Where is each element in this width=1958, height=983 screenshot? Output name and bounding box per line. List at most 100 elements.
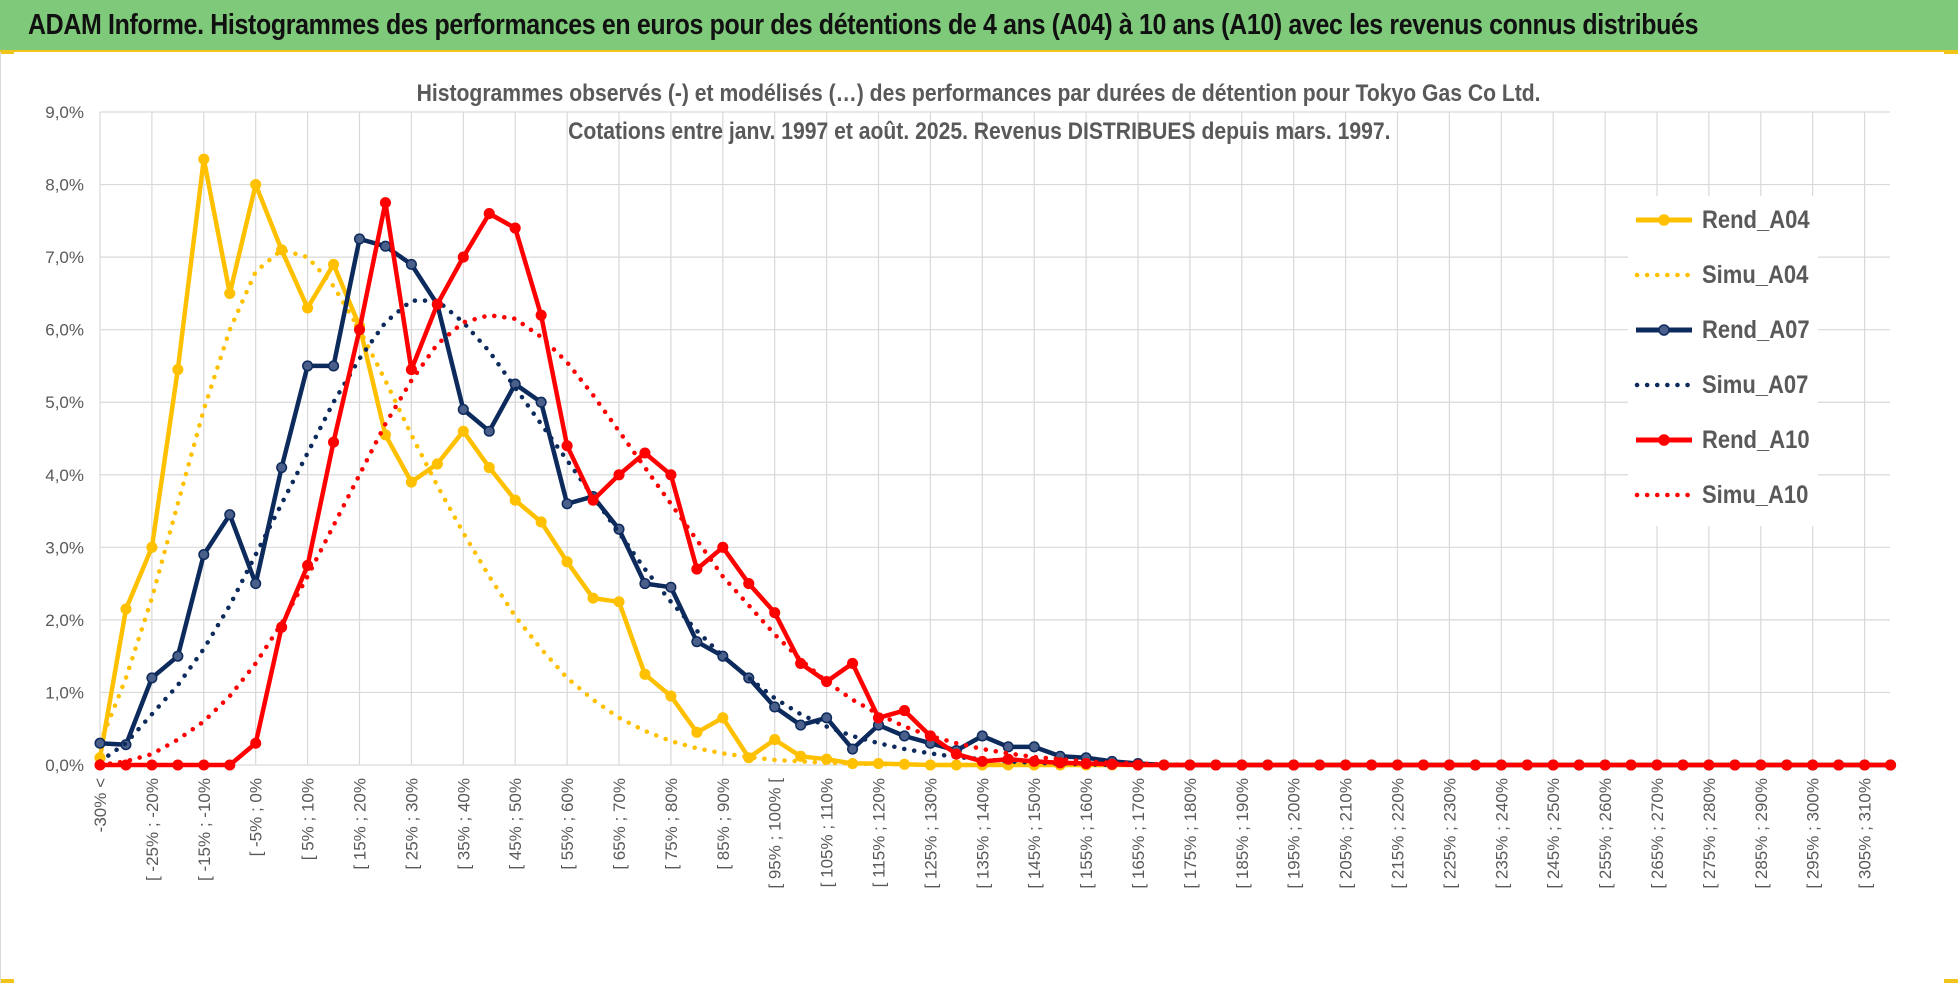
data-point-rend_a10 — [1625, 759, 1637, 771]
x-tick-label: [ 265% ; 270% — [1648, 778, 1667, 889]
legend-label: Rend_A10 — [1702, 426, 1810, 454]
data-point-rend_a10 — [665, 469, 677, 481]
data-point-rend_a04 — [250, 179, 262, 191]
legend-swatch — [1636, 434, 1692, 446]
data-point-rend_a10 — [1781, 759, 1793, 771]
data-point-rend_a04 — [587, 592, 599, 604]
data-point-rend_a10 — [1236, 759, 1248, 771]
series-line-rend_a10 — [100, 200, 1891, 768]
data-point-rend_a10 — [898, 705, 911, 717]
y-tick-label: 4,0% — [45, 466, 84, 485]
data-point-rend_a07 — [976, 730, 988, 742]
data-point-rend_a10 — [847, 657, 859, 669]
x-tick-label: [ -5% ; 0% — [247, 778, 266, 856]
report-banner: ADAM Informe. Histogrammes des performan… — [0, 0, 1958, 52]
y-tick-label: 6,0% — [45, 321, 84, 340]
x-tick-label: [ 245% ; 250% — [1544, 778, 1563, 889]
legend-swatch — [1634, 382, 1694, 388]
chart-panel — [0, 52, 1958, 983]
data-point-rend_a04 — [691, 726, 703, 738]
data-point-rend_a07 — [250, 578, 262, 590]
data-point-rend_a10 — [1469, 759, 1481, 771]
data-point-rend_a04 — [535, 516, 547, 528]
series-line-rend_a04 — [97, 156, 1891, 768]
data-point-rend_a10 — [1443, 759, 1455, 771]
data-point-rend_a04 — [224, 287, 236, 299]
data-point-rend_a07 — [457, 403, 469, 416]
legend-item-simu_a04: Simu_A04 — [1634, 261, 1824, 291]
data-point-rend_a10 — [1859, 759, 1871, 771]
x-tick-label: [ 95% ; 100% [ — [766, 778, 785, 889]
data-point-rend_a04 — [328, 258, 340, 270]
data-point-rend_a10 — [587, 494, 599, 506]
data-point-rend_a10 — [535, 309, 547, 321]
data-point-rend_a04 — [457, 425, 469, 437]
data-point-rend_a04 — [302, 302, 314, 314]
x-tick-label: [ 255% ; 260% — [1596, 778, 1615, 889]
data-point-rend_a04 — [509, 494, 521, 506]
chart-title-line2: Cotations entre janv. 1997 et août. 2025… — [567, 118, 1391, 145]
data-point-rend_a10 — [483, 208, 495, 220]
legend-item-rend_a07: Rend_A07 — [1634, 316, 1824, 346]
legend-swatch — [1634, 492, 1694, 498]
data-point-rend_a10 — [1054, 757, 1066, 769]
x-tick-label: [ 295% ; 300% — [1804, 778, 1823, 889]
series-line-rend_a07 — [99, 236, 1891, 768]
data-point-rend_a10 — [1314, 759, 1326, 771]
data-point-rend_a10 — [1573, 759, 1585, 771]
data-point-rend_a10 — [1210, 759, 1222, 771]
data-point-rend_a07 — [847, 743, 859, 755]
series-line-simu_a10 — [97, 312, 1193, 768]
data-point-rend_a10 — [172, 759, 184, 771]
x-tick-label: [ 75% ; 80% — [662, 778, 681, 870]
y-tick-label: 7,0% — [45, 248, 84, 267]
corner-mark-tl — [0, 50, 14, 54]
data-point-rend_a10 — [1885, 759, 1897, 771]
data-point-rend_a10 — [1729, 759, 1741, 771]
y-tick-label: 3,0% — [45, 538, 84, 557]
x-tick-label: [ 215% ; 220% — [1389, 778, 1408, 889]
data-point-rend_a07 — [328, 360, 340, 372]
data-point-rend_a10 — [1677, 759, 1689, 771]
data-point-rend_a07 — [224, 509, 236, 521]
data-point-rend_a07 — [483, 425, 495, 437]
data-point-rend_a07 — [665, 581, 677, 593]
data-point-rend_a07 — [898, 730, 911, 742]
data-point-rend_a04 — [769, 734, 781, 746]
data-point-rend_a04 — [172, 364, 184, 376]
data-point-rend_a07 — [172, 650, 184, 662]
data-point-rend_a04 — [483, 461, 495, 474]
legend-swatch — [1636, 324, 1692, 336]
x-tick-label: [ 275% ; 280% — [1700, 778, 1719, 889]
legend-label: Simu_A10 — [1702, 481, 1809, 509]
data-point-rend_a10 — [639, 447, 651, 459]
data-point-rend_a04 — [665, 690, 677, 702]
data-point-rend_a07 — [276, 461, 288, 474]
x-tick-label: [ 25% ; 30% — [402, 778, 421, 870]
x-tick-label: [ -15% ; -10% — [195, 778, 214, 881]
data-point-rend_a04 — [198, 153, 210, 165]
data-point-rend_a04 — [717, 712, 729, 724]
data-point-rend_a07 — [561, 498, 573, 510]
data-point-rend_a10 — [1833, 759, 1845, 771]
data-point-rend_a04 — [431, 458, 443, 470]
data-point-rend_a10 — [509, 222, 521, 234]
data-point-rend_a07 — [535, 396, 547, 408]
x-tick-label: [ 55% ; 60% — [558, 778, 577, 870]
x-tick-label: [ 85% ; 90% — [714, 778, 733, 870]
corner-mark-bl — [0, 979, 14, 983]
data-point-rend_a07 — [769, 701, 781, 713]
data-point-rend_a10 — [976, 755, 988, 767]
data-point-rend_a10 — [769, 607, 781, 619]
y-tick-label: 0,0% — [45, 756, 84, 775]
data-point-rend_a04 — [613, 596, 625, 608]
data-point-rend_a10 — [950, 748, 962, 760]
data-point-rend_a10 — [691, 563, 703, 575]
legend-label: Simu_A07 — [1702, 371, 1809, 399]
x-tick-label: [ 45% ; 50% — [506, 778, 525, 870]
data-point-rend_a07 — [691, 636, 703, 648]
data-point-rend_a10 — [379, 197, 392, 209]
data-point-rend_a10 — [613, 469, 625, 481]
x-tick-label: [ 105% ; 110% — [818, 778, 837, 887]
x-tick-label: [ 195% ; 200% — [1285, 778, 1304, 889]
